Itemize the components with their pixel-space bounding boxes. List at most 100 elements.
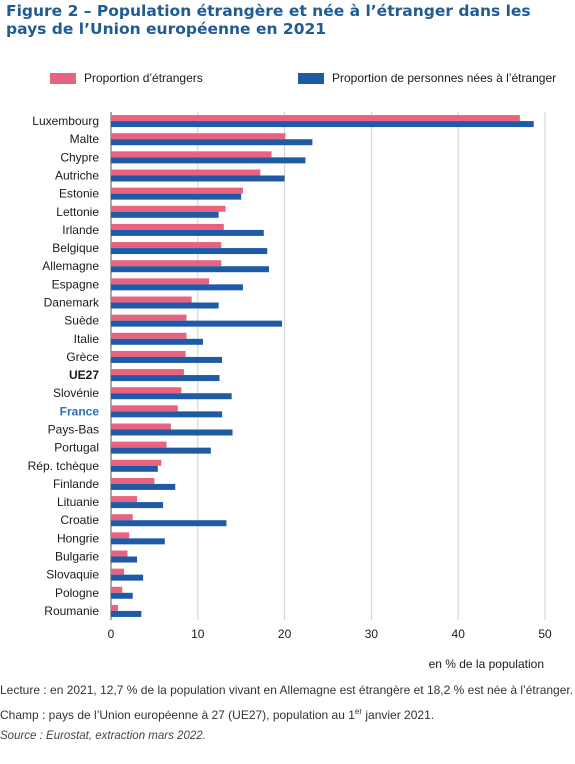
chart-title: Figure 2 – Population étrangère et née à… <box>6 2 531 38</box>
category-label: Lituanie <box>57 495 99 509</box>
bar-nes <box>111 356 223 363</box>
category-label: Autriche <box>55 169 99 183</box>
bar-etrangers <box>111 332 187 339</box>
bar-nes <box>111 520 227 527</box>
bar-etrangers <box>111 133 286 140</box>
x-tick-label: 50 <box>538 627 552 641</box>
bar-etrangers <box>111 514 133 521</box>
bar-etrangers <box>111 260 222 267</box>
bar-etrangers <box>111 586 123 593</box>
category-label: Allemagne <box>42 259 99 273</box>
bar-etrangers <box>111 296 192 303</box>
category-label: Hongrie <box>57 531 99 545</box>
bar-etrangers <box>111 314 187 321</box>
category-label: Malte <box>70 132 100 146</box>
bar-etrangers <box>111 169 261 176</box>
bar-etrangers <box>111 405 178 412</box>
bar-nes <box>111 574 144 581</box>
bar-nes <box>111 121 534 128</box>
bar-nes <box>111 447 211 454</box>
bar-nes <box>111 592 133 599</box>
category-label: Portugal <box>54 441 99 455</box>
bar-nes <box>111 465 158 472</box>
bar-nes <box>111 157 306 164</box>
bar-etrangers <box>111 459 162 466</box>
bar-nes <box>111 375 220 382</box>
category-label: Irlande <box>62 223 99 237</box>
category-label: Roumanie <box>44 604 99 618</box>
category-label: Luxembourg <box>32 114 99 128</box>
bar-etrangers <box>111 187 243 194</box>
bar-nes <box>111 538 165 545</box>
legend-label-nes: Proportion de personnes nées à l’étrange… <box>332 71 557 85</box>
bar-nes <box>111 284 243 291</box>
note-source: Source : Eurostat, extraction mars 2022. <box>0 730 206 742</box>
legend-label-etrangers: Proportion d’étrangers <box>84 71 203 85</box>
category-label: Pays-Bas <box>48 423 99 437</box>
bar-etrangers <box>111 604 118 611</box>
bar-nes <box>111 483 176 490</box>
bar-etrangers <box>111 550 128 557</box>
bar-nes <box>111 429 233 436</box>
bar-nes <box>111 320 282 327</box>
bar-nes <box>111 302 219 309</box>
category-label: Chypre <box>60 150 99 164</box>
bar-chart: 0 10 20 30 40 50 Luxembourg Malte Chypre Autriche… <box>28 112 552 641</box>
bar-etrangers <box>111 223 224 230</box>
category-label: Danemark <box>44 296 100 310</box>
x-axis-label: en % de la population <box>428 657 544 671</box>
category-label: Pologne <box>55 586 99 600</box>
bar-nes <box>111 502 164 509</box>
bar-nes <box>111 175 285 182</box>
category-label: Bulgarie <box>55 550 99 564</box>
bar-nes <box>111 338 204 345</box>
notes: Lecture : en 2021, 12,7 % de la populati… <box>0 683 575 750</box>
legend-swatch-etrangers <box>50 72 76 84</box>
bar-nes <box>111 139 313 146</box>
note-champ-end: janvier 2021. <box>362 708 435 722</box>
category-label: Belgique <box>52 241 99 255</box>
x-tick-label: 20 <box>278 627 292 641</box>
bar-etrangers <box>111 477 155 484</box>
legend-item-etrangers: Proportion d’étrangers <box>50 71 203 85</box>
legend-item-nes: Proportion de personnes nées à l’étrange… <box>298 71 556 85</box>
bar-etrangers <box>111 496 138 503</box>
category-label: Rép. tchèque <box>28 459 100 473</box>
note-lecture: Lecture : en 2021, 12,7 % de la populati… <box>0 683 574 697</box>
category-label: UE27 <box>69 368 99 382</box>
category-label: Estonie <box>59 187 99 201</box>
bar-etrangers <box>111 568 125 575</box>
bar-nes <box>111 248 268 255</box>
category-label: Finlande <box>53 477 99 491</box>
note-champ-sup: er <box>354 707 363 716</box>
bar-nes <box>111 229 264 236</box>
bar-nes <box>111 556 138 563</box>
bar-etrangers <box>111 369 184 376</box>
bar-etrangers <box>111 115 520 122</box>
bar-etrangers <box>111 151 272 158</box>
category-label: Slovénie <box>53 386 99 400</box>
bar-etrangers <box>111 242 222 249</box>
bar-etrangers <box>111 441 167 448</box>
bar-etrangers <box>111 532 130 539</box>
bar-etrangers <box>111 278 210 285</box>
category-label: France <box>60 404 100 418</box>
x-tick-label: 30 <box>365 627 379 641</box>
bar-nes <box>111 193 242 200</box>
bar-nes <box>111 610 142 617</box>
bar-etrangers <box>111 423 171 430</box>
category-label: Grèce <box>66 350 99 364</box>
category-label: Espagne <box>52 277 100 291</box>
x-tick-label: 10 <box>191 627 205 641</box>
bar-etrangers <box>111 387 182 394</box>
bar-etrangers <box>111 205 226 212</box>
bar-nes <box>111 266 269 273</box>
category-label: Italie <box>74 332 100 346</box>
note-champ-text: Champ : pays de l’Union européenne à 27 … <box>0 708 355 722</box>
category-label: Suède <box>64 314 99 328</box>
category-label: Lettonie <box>56 205 99 219</box>
category-label: Croatie <box>60 513 99 527</box>
note-champ: Champ : pays de l’Union européenne à 27 … <box>0 704 575 723</box>
category-label: Slovaquie <box>46 568 99 582</box>
legend-swatch-nes <box>298 72 324 84</box>
